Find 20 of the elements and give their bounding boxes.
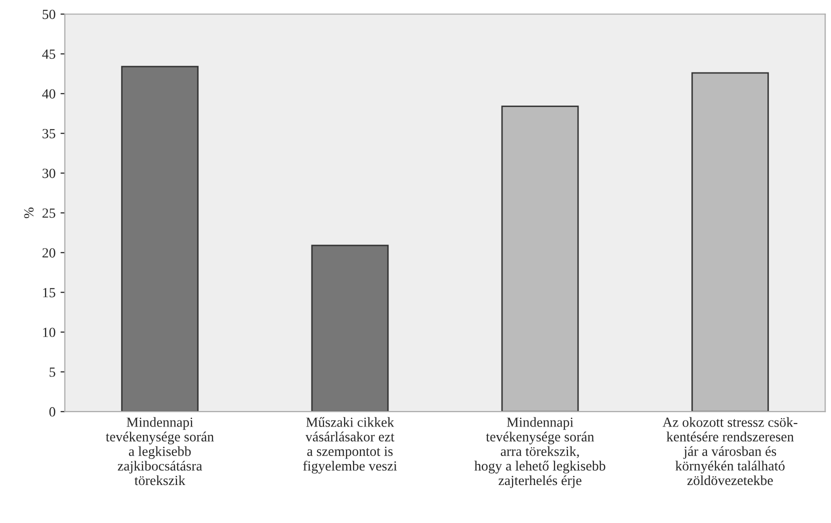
x-tick-label: Műszaki cikkek vásárlásakor ezt a szempontot is figyelembe veszi [303,417,397,474]
y-tick-label: 10 [43,328,56,338]
y-tick-label: 45 [42,50,56,59]
x-tick-label: Mindennapi tevékenysége során a legkisebb zajkibocsátásra törekszik [106,417,214,486]
x-tick-label: Az okozott stressz csök- kentésére rendszeresen jár a városban és környékén található zöldövezetekbe [662,417,798,486]
bar [121,66,199,412]
y-tick-label: 25 [42,208,56,218]
y-tick-label: 50 [42,10,56,20]
y-tick-label: 0 [49,407,56,417]
y-tick-label: 35 [42,128,56,138]
y-tick-label: 30 [42,168,56,178]
bar [691,72,769,412]
bar [311,244,389,412]
y-tick-label: 5 [50,368,56,377]
y-axis-title: % [24,208,34,218]
y-tick-label: 20 [42,248,56,258]
y-tick-label: 15 [43,288,56,298]
bar [501,106,579,412]
x-tick-label: Mindennapi tevékenysége során arra törekszik, hogy a lehető legkisebb zajterhelés érje [474,417,606,488]
y-tick-label: 40 [42,89,56,99]
